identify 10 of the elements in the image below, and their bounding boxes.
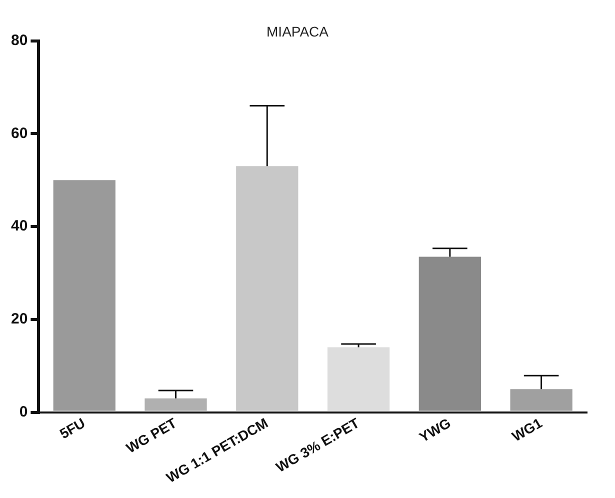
x-tick-label: WG PET bbox=[123, 414, 180, 456]
x-tick-label: 5FU bbox=[56, 414, 88, 442]
x-tick-label: YWG bbox=[416, 414, 454, 446]
y-tick-label: 0 bbox=[19, 403, 28, 420]
y-tick-label: 40 bbox=[10, 218, 28, 235]
y-tick-label: 20 bbox=[10, 310, 28, 328]
y-tick-label: 60 bbox=[10, 124, 28, 142]
x-tick-label: WG1 bbox=[509, 414, 545, 444]
y-tick-label: 80 bbox=[10, 32, 28, 49]
chart-title: MIAPACA bbox=[266, 23, 330, 40]
